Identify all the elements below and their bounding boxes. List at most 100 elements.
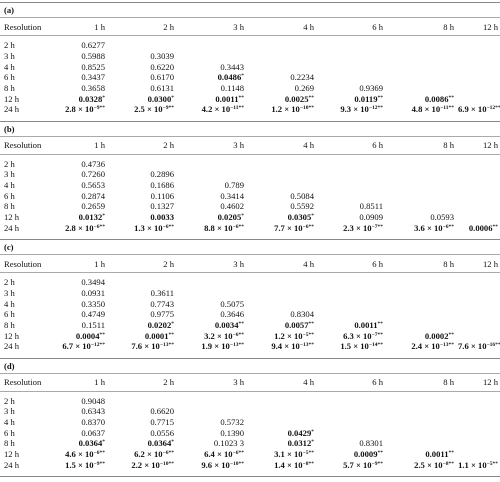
cell-value: 0.3494	[81, 277, 105, 288]
cell: 0.0909	[316, 212, 385, 223]
cell: 2.8 × 10−6**	[60, 222, 107, 233]
significance: **	[168, 223, 175, 230]
cell-value: 0.1106	[150, 190, 174, 201]
table-row: 4 h 0.5653 0.1686 0.789	[0, 180, 500, 191]
cell-value: 0.0006	[468, 222, 493, 233]
cell: 9.4 × 10−13**	[246, 341, 316, 352]
cell-value: 0.2234	[290, 72, 314, 83]
cell-value: 7.6 × 10	[131, 341, 160, 352]
column-header: 4 h	[246, 254, 316, 273]
cell-value: 2.5 × 10	[134, 104, 163, 115]
significance: **	[448, 223, 455, 230]
cell-value: 9.4 × 10	[271, 341, 300, 352]
cell: 0.3494	[60, 277, 107, 288]
cell: 0.8304	[246, 309, 316, 320]
panel-label-row: (a)	[0, 3, 500, 18]
table-row: 8 h 0.1511 0.0202* 0.0034** 0.0057** 0.0011**	[0, 320, 500, 331]
significance: **	[448, 450, 455, 457]
cell	[456, 212, 500, 223]
cell	[456, 190, 500, 201]
exponent: −8	[442, 460, 449, 467]
cell-value: 6.9 × 10	[458, 104, 487, 115]
significance: *	[102, 439, 105, 446]
cell: 2.8 × 10−9**	[60, 104, 107, 115]
cell	[316, 417, 385, 428]
cell	[107, 396, 176, 407]
column-header: 1 h	[60, 254, 107, 273]
column-header: Resolution	[0, 373, 60, 392]
column-header: 3 h	[176, 136, 246, 155]
exponent: −7	[371, 331, 378, 338]
row-label: 24 h	[4, 104, 20, 115]
column-header: 6 h	[316, 136, 385, 155]
cell: 0.4736	[60, 159, 107, 170]
cell: 6.7 × 10−12**	[60, 341, 107, 352]
cell	[316, 396, 385, 407]
cell-value: 1.3 × 10	[134, 222, 163, 233]
table-row: 6 h 0.4749 0.9775 0.3646 0.8304	[0, 309, 500, 320]
cell: 5.7 × 10−9**	[316, 459, 385, 470]
cell-value: 0.0364	[78, 438, 103, 449]
cell: 0.0011**	[176, 93, 246, 104]
cell: 2.4 × 10−13**	[385, 341, 456, 352]
cell	[316, 406, 385, 417]
cell	[456, 309, 500, 320]
exponent: −6	[162, 450, 169, 457]
cell	[246, 40, 316, 51]
column-header: 8 h	[385, 254, 456, 273]
cell-value: 0.0033	[150, 212, 174, 223]
cell: 0.0364*	[60, 438, 107, 449]
cell-value: 0.0086	[424, 93, 449, 104]
cell: 1.1 × 10−5**	[456, 459, 500, 470]
row-label: 8 h	[4, 438, 15, 449]
table-row: 2 h 0.9048	[0, 396, 500, 407]
cell: 0.6343	[60, 406, 107, 417]
cell-value: 0.2896	[150, 169, 174, 180]
significance: **	[308, 331, 315, 338]
cell: 7.6 × 10−13**	[107, 341, 176, 352]
cell: 0.5653	[60, 180, 107, 191]
row-label: 2 h	[4, 395, 15, 406]
column-header: 6 h	[316, 17, 385, 36]
cell: 6.4 × 10−6**	[176, 449, 246, 460]
row-label: 12 h	[4, 93, 20, 104]
cell-value: 0.5075	[220, 298, 244, 309]
cell-value: 0.0931	[81, 287, 105, 298]
cell-value: 0.3437	[81, 72, 105, 83]
exponent: −13	[439, 342, 449, 349]
cell: 0.5075	[176, 298, 246, 309]
cell: 0.0057**	[246, 320, 316, 331]
significance: **	[448, 105, 455, 112]
column-header: 12 h	[456, 373, 500, 392]
table-row: 24 h 2.8 × 10−6** 1.3 × 10−6** 8.8 × 10−6**…	[0, 222, 500, 233]
cell-value: 0.9369	[359, 82, 383, 93]
cell-value: 0.8511	[359, 201, 383, 212]
row-label: 2 h	[4, 40, 15, 51]
exponent: −5	[302, 450, 309, 457]
cell-value: 2.4 × 10	[411, 341, 440, 352]
significance: **	[377, 105, 384, 112]
cell: 0.2659	[60, 201, 107, 212]
row-label: 3 h	[4, 287, 15, 298]
cell	[456, 449, 500, 460]
cell: 0.0009**	[316, 449, 385, 460]
cell	[385, 201, 456, 212]
table-row: 12 h 0.0132* 0.0033 0.0205* 0.0305* 0.0909 0.0…	[0, 212, 500, 223]
column-header: 8 h	[385, 17, 456, 36]
cell	[316, 309, 385, 320]
exponent: −9	[93, 460, 100, 467]
cell-value: 0.7260	[81, 169, 105, 180]
exponent: −12	[486, 105, 496, 112]
cell	[456, 83, 500, 94]
significance: **	[377, 450, 384, 457]
table-row: 12 h 0.0328* 0.0300* 0.0011** 0.0025** 0.0119…	[0, 93, 500, 104]
cell	[107, 159, 176, 170]
exponent: −6	[93, 450, 100, 457]
significance: **	[492, 460, 499, 467]
cell	[456, 169, 500, 180]
